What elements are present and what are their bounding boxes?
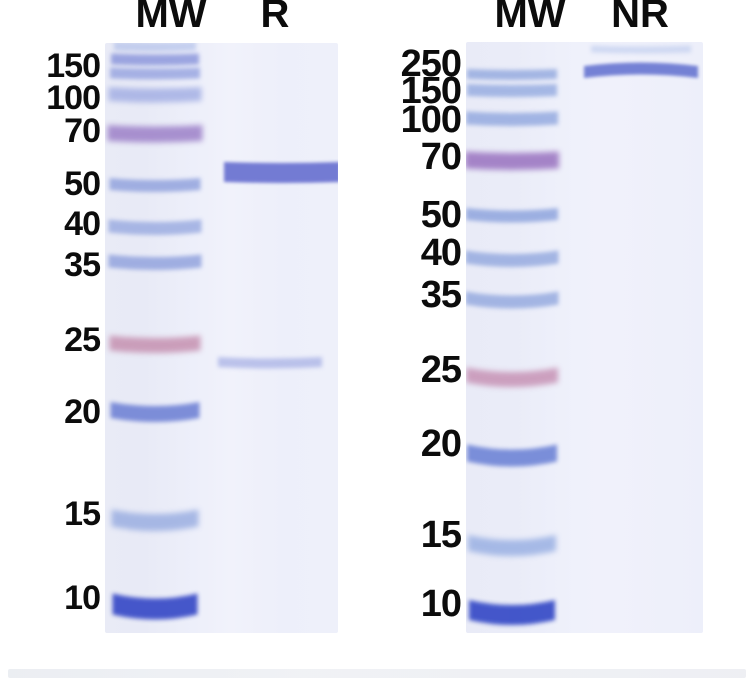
photo-edge-strip	[8, 669, 746, 678]
marker-label-70kda: 70	[420, 136, 462, 178]
sample-band-r-faint	[218, 357, 322, 369]
ladder-band-50kda	[466, 208, 558, 223]
marker-label-150kda: 150	[400, 70, 462, 112]
marker-label-20kda: 20	[64, 393, 101, 431]
marker-label-40kda: 40	[420, 232, 462, 274]
ladder-band-15kda	[111, 509, 199, 531]
marker-label-20kda: 20	[420, 423, 462, 465]
ladder-band-70kda	[107, 125, 203, 143]
ladder-band-25kda	[109, 335, 201, 353]
ladder-band-10kda	[112, 593, 198, 620]
marker-label-100kda: 100	[46, 79, 101, 117]
ladder-band-150kda	[467, 84, 557, 97]
ladder-band-unlabeled	[114, 43, 196, 52]
ladder-band-35kda	[466, 291, 559, 309]
marker-label-250kda: 250	[400, 43, 462, 85]
ladder-band-50kda	[109, 178, 201, 192]
ladder-band-100kda	[108, 87, 202, 103]
marker-label-50kda: 50	[420, 194, 462, 236]
ladder-band-40kda	[108, 219, 202, 235]
sample-band-nr-strong	[584, 62, 698, 78]
marker-label-100kda: 100	[400, 99, 462, 141]
lane-label-mw: MW	[135, 0, 207, 36]
ladder-band-15kda	[468, 535, 556, 556]
ladder-band-70kda	[466, 151, 559, 170]
ladder-band-20kda	[467, 444, 557, 467]
marker-label-70kda: 70	[64, 112, 101, 150]
ladder-band-40kda	[466, 250, 559, 267]
marker-label-15kda: 15	[64, 495, 101, 533]
marker-label-35kda: 35	[64, 246, 101, 284]
sample-band-r-strong	[224, 162, 338, 183]
ladder-band-250kda	[467, 69, 557, 80]
marker-label-10kda: 10	[420, 583, 462, 625]
lane-label-nr: NR	[611, 0, 669, 36]
ladder-band-20kda	[110, 402, 200, 422]
sample-band-nr-very-faint	[591, 45, 691, 54]
marker-label-50kda: 50	[64, 165, 101, 203]
ladder-band-unlabeled	[111, 53, 199, 66]
marker-label-25kda: 25	[420, 349, 462, 391]
ladder-band-25kda	[466, 367, 558, 387]
lane-label-mw: MW	[494, 0, 566, 36]
gel-panel-non-reduced	[466, 42, 703, 633]
ladder-band-150kda	[110, 67, 200, 80]
gel-bands-reduced	[107, 43, 338, 620]
marker-label-40kda: 40	[64, 205, 101, 243]
ladder-band-10kda	[469, 600, 555, 625]
ladder-band-100kda	[466, 111, 558, 126]
marker-label-150kda: 150	[46, 47, 101, 85]
lane-label-r: R	[260, 0, 290, 36]
marker-label-25kda: 25	[64, 321, 101, 359]
ladder-band-35kda	[108, 254, 202, 270]
gel-bands-non-reduced	[466, 45, 698, 625]
gel-panel-reduced	[105, 43, 338, 633]
marker-label-35kda: 35	[420, 274, 462, 316]
marker-label-15kda: 15	[420, 514, 462, 556]
marker-label-10kda: 10	[64, 579, 101, 617]
